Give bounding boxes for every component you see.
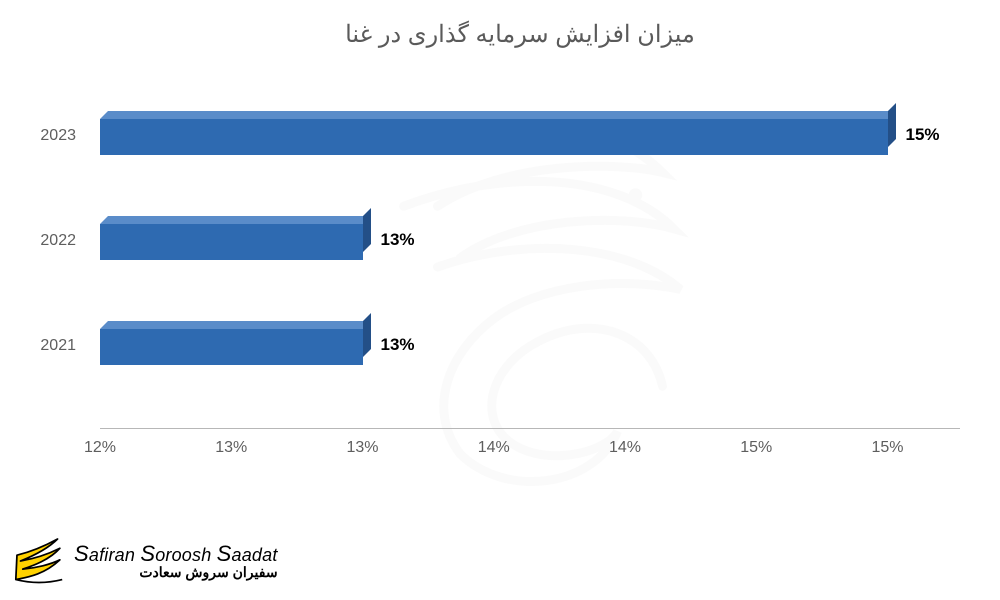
investment-chart: میزان افزایش سرمایه گذاری در غنا 12% 13% 1… xyxy=(80,20,960,520)
x-axis-tick-label: 15% xyxy=(740,439,772,457)
chart-title: میزان افزایش سرمایه گذاری در غنا xyxy=(80,20,960,49)
brand-name-fa: سفیران سروش سعادت xyxy=(74,565,278,580)
x-axis-tick-label: 14% xyxy=(609,439,641,457)
brand-logo: Safiran Soroosh Saadat سفیران سروش سعادت xyxy=(10,532,278,590)
x-axis-tick-label: 14% xyxy=(478,439,510,457)
chart-plot-area: 12%13%13%14%14%15%15% 202315%202213%2021… xyxy=(80,89,960,469)
x-axis-line xyxy=(100,428,960,429)
y-axis-label: 2021 xyxy=(30,337,76,355)
bar-row: 13% xyxy=(100,329,960,373)
brand-wing-icon xyxy=(10,532,68,590)
y-axis-label: 2023 xyxy=(30,127,76,145)
bar-row: 15% xyxy=(100,119,960,163)
bar-side-face xyxy=(363,313,371,357)
bar-value-label: 15% xyxy=(906,125,940,145)
x-axis-tick-label: 12% xyxy=(84,439,116,457)
bar-row: 13% xyxy=(100,224,960,268)
bar-top-face xyxy=(100,111,896,119)
bar xyxy=(100,119,888,155)
x-axis-tick-label: 13% xyxy=(215,439,247,457)
x-axis-tick-label: 15% xyxy=(871,439,903,457)
y-axis-label: 2022 xyxy=(30,232,76,250)
bar-side-face xyxy=(363,208,371,252)
bar-side-face xyxy=(888,103,896,147)
bar-top-face xyxy=(100,321,371,329)
bar-value-label: 13% xyxy=(381,230,415,250)
brand-name-en: Safiran Soroosh Saadat xyxy=(74,542,278,565)
bar-value-label: 13% xyxy=(381,335,415,355)
x-axis-ticks: 12%13%13%14%14%15%15% xyxy=(100,439,960,459)
x-axis-tick-label: 13% xyxy=(346,439,378,457)
bar xyxy=(100,329,363,365)
brand-text: Safiran Soroosh Saadat سفیران سروش سعادت xyxy=(74,542,278,580)
bar xyxy=(100,224,363,260)
bar-top-face xyxy=(100,216,371,224)
